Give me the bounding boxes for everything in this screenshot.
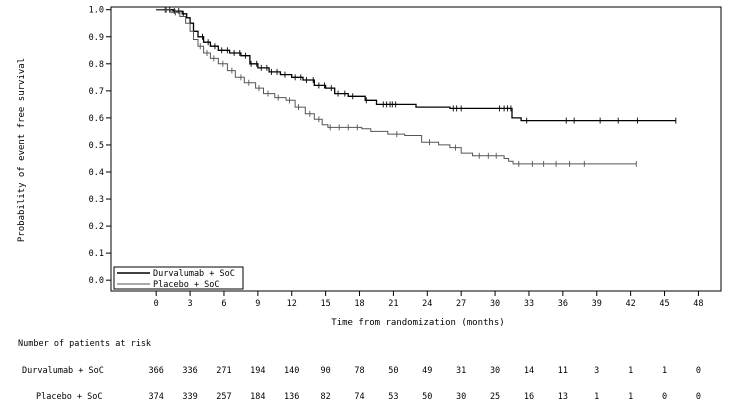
risk-count-placebo-8: 50 <box>422 392 432 402</box>
risk-count-placebo-10: 25 <box>490 392 500 402</box>
risk-count-durvalumab-7: 50 <box>388 366 398 376</box>
risk-row-label-placebo: Placebo + SoC <box>36 392 103 402</box>
risk-count-durvalumab-11: 14 <box>524 366 534 376</box>
y-tick-label-5: 0.5 <box>89 141 104 151</box>
x-tick-label-10: 30 <box>490 299 500 309</box>
x-tick-label-8: 24 <box>422 299 432 309</box>
legend: Durvalumab + SoC Placebo + SoC <box>113 266 244 290</box>
y-tick-label-9: 0.9 <box>89 33 104 43</box>
x-tick-label-7: 21 <box>388 299 398 309</box>
x-tick-label-2: 6 <box>221 299 226 309</box>
x-tick-label-15: 45 <box>659 299 669 309</box>
km-curve-placebo <box>156 9 637 165</box>
x-tick-label-1: 3 <box>188 299 193 309</box>
x-tick-label-4: 12 <box>287 299 297 309</box>
x-tick-label-13: 39 <box>592 299 602 309</box>
y-tick-label-1: 0.1 <box>89 249 104 259</box>
x-tick-label-14: 42 <box>626 299 636 309</box>
risk-count-placebo-0: 374 <box>149 392 164 402</box>
plot-frame <box>110 6 722 292</box>
x-tick-label-6: 18 <box>354 299 364 309</box>
x-tick-label-16: 48 <box>693 299 703 309</box>
y-tick-label-10: 1.0 <box>89 6 104 16</box>
risk-count-placebo-9: 30 <box>456 392 466 402</box>
risk-count-placebo-11: 16 <box>524 392 534 402</box>
risk-count-placebo-6: 74 <box>354 392 364 402</box>
plot-frame-group <box>110 6 722 292</box>
risk-count-placebo-14: 1 <box>628 392 633 402</box>
risk-count-durvalumab-10: 30 <box>490 366 500 376</box>
risk-count-durvalumab-16: 0 <box>696 366 701 376</box>
risk-count-durvalumab-12: 11 <box>558 366 568 376</box>
risk-count-placebo-5: 82 <box>321 392 331 402</box>
risk-table-title: Number of patients at risk <box>18 339 151 349</box>
x-tick-label-9: 27 <box>456 299 466 309</box>
survival-curves <box>156 6 677 167</box>
risk-count-placebo-13: 1 <box>594 392 599 402</box>
risk-count-durvalumab-5: 90 <box>321 366 331 376</box>
risk-count-durvalumab-13: 3 <box>594 366 599 376</box>
risk-count-durvalumab-15: 1 <box>662 366 667 376</box>
y-axis-label: Probability of event free survival <box>17 58 27 242</box>
x-tick-label-12: 36 <box>558 299 568 309</box>
risk-count-durvalumab-9: 31 <box>456 366 466 376</box>
y-tick-label-4: 0.4 <box>89 168 104 178</box>
risk-count-placebo-3: 184 <box>250 392 265 402</box>
risk-table-values: 3663743363392712571941841401369082787450… <box>149 366 701 402</box>
risk-count-durvalumab-14: 1 <box>628 366 633 376</box>
risk-count-durvalumab-6: 78 <box>354 366 364 376</box>
km-curve-durvalumab <box>156 9 676 122</box>
risk-count-placebo-1: 339 <box>182 392 197 402</box>
risk-count-durvalumab-0: 366 <box>149 366 164 376</box>
risk-row-label-durvalumab: Durvalumab + SoC <box>22 366 104 376</box>
x-tick-label-5: 15 <box>321 299 331 309</box>
risk-count-placebo-15: 0 <box>662 392 667 402</box>
risk-count-durvalumab-1: 336 <box>182 366 197 376</box>
risk-count-placebo-7: 53 <box>388 392 398 402</box>
x-tick-label-3: 9 <box>255 299 260 309</box>
risk-count-durvalumab-2: 271 <box>216 366 231 376</box>
risk-count-placebo-4: 136 <box>284 392 299 402</box>
risk-count-durvalumab-3: 194 <box>250 366 265 376</box>
y-tick-label-8: 0.8 <box>89 60 104 70</box>
legend-label-placebo: Placebo + SoC <box>153 280 220 290</box>
y-tick-label-0: 0.0 <box>89 276 104 286</box>
x-axis: 0 3 6 9 12 15 18 21 24 27 30 33 36 39 42 45 48 <box>154 291 704 309</box>
risk-count-placebo-12: 13 <box>558 392 568 402</box>
x-tick-label-0: 0 <box>154 299 159 309</box>
y-axis: 0.0 0.1 0.2 0.3 0.4 0.5 0.6 0.7 0.8 0.9 1.0 <box>89 6 111 286</box>
x-axis-label: Time from randomization (months) <box>331 318 504 328</box>
x-tick-label-11: 33 <box>524 299 534 309</box>
y-tick-label-7: 0.7 <box>89 87 104 97</box>
risk-count-placebo-16: 0 <box>696 392 701 402</box>
risk-count-placebo-2: 257 <box>216 392 231 402</box>
risk-count-durvalumab-8: 49 <box>422 366 432 376</box>
y-tick-label-6: 0.6 <box>89 114 104 124</box>
y-tick-label-3: 0.3 <box>89 195 104 205</box>
legend-label-durvalumab: Durvalumab + SoC <box>153 269 235 279</box>
risk-count-durvalumab-4: 140 <box>284 366 299 376</box>
y-tick-label-2: 0.2 <box>89 222 104 232</box>
